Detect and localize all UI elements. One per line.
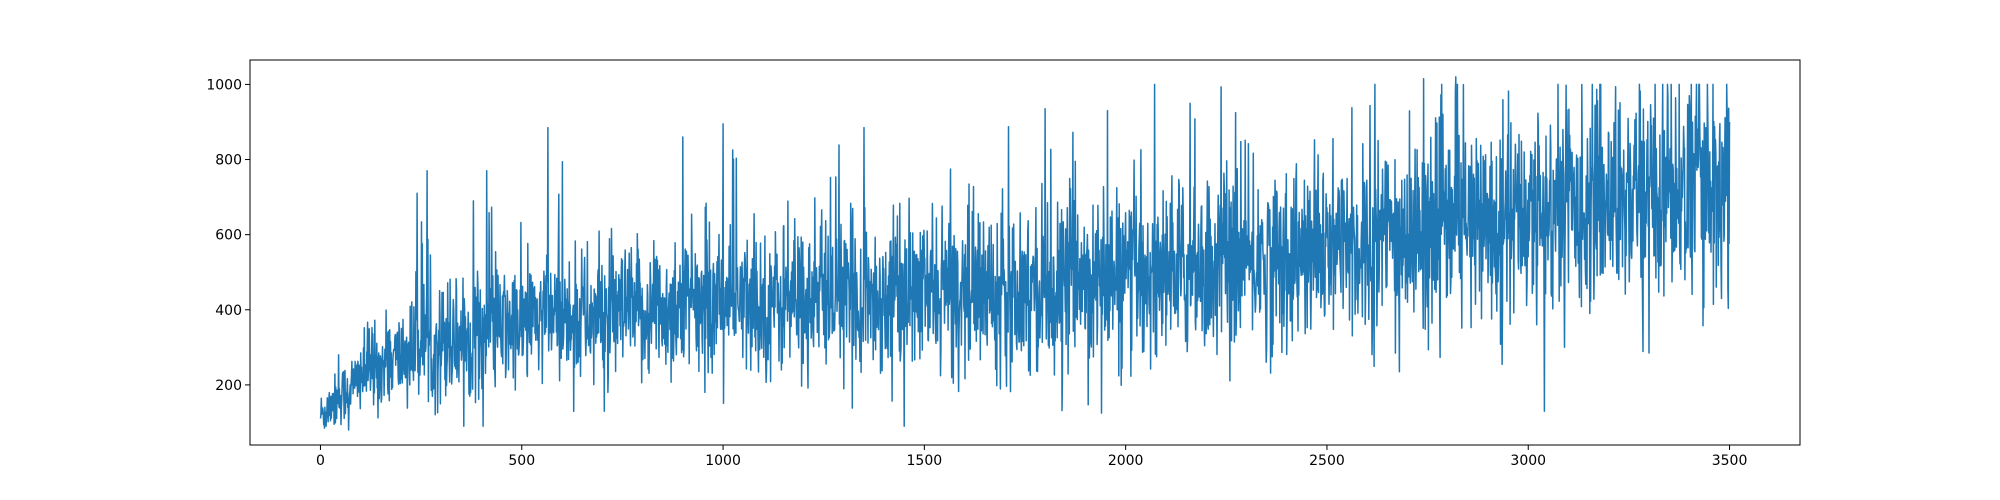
y-tick-label: 1000 <box>206 77 242 93</box>
axes-frame <box>249 59 1801 446</box>
x-tick-label: 0 <box>316 453 325 469</box>
y-axis: 200 400 600 800 1000 <box>206 77 250 394</box>
x-tick-label: 2500 <box>1309 453 1345 469</box>
x-tick-label: 500 <box>508 453 535 469</box>
x-tick-label: 1500 <box>907 453 943 469</box>
x-axis: 0 500 1000 1500 2000 2500 3000 3500 <box>316 445 1747 469</box>
x-tick-label: 2000 <box>1108 453 1144 469</box>
series-line <box>319 76 1731 431</box>
plot-area <box>250 60 1800 445</box>
y-tick-label: 800 <box>215 153 242 169</box>
y-tick-label: 600 <box>215 228 242 244</box>
x-tick-label: 3000 <box>1510 453 1546 469</box>
y-tick-label: 200 <box>215 378 242 394</box>
x-tick-label: 1000 <box>705 453 741 469</box>
x-tick-label: 3500 <box>1712 453 1748 469</box>
series-layer <box>319 76 1731 431</box>
y-tick-label: 400 <box>215 303 242 319</box>
